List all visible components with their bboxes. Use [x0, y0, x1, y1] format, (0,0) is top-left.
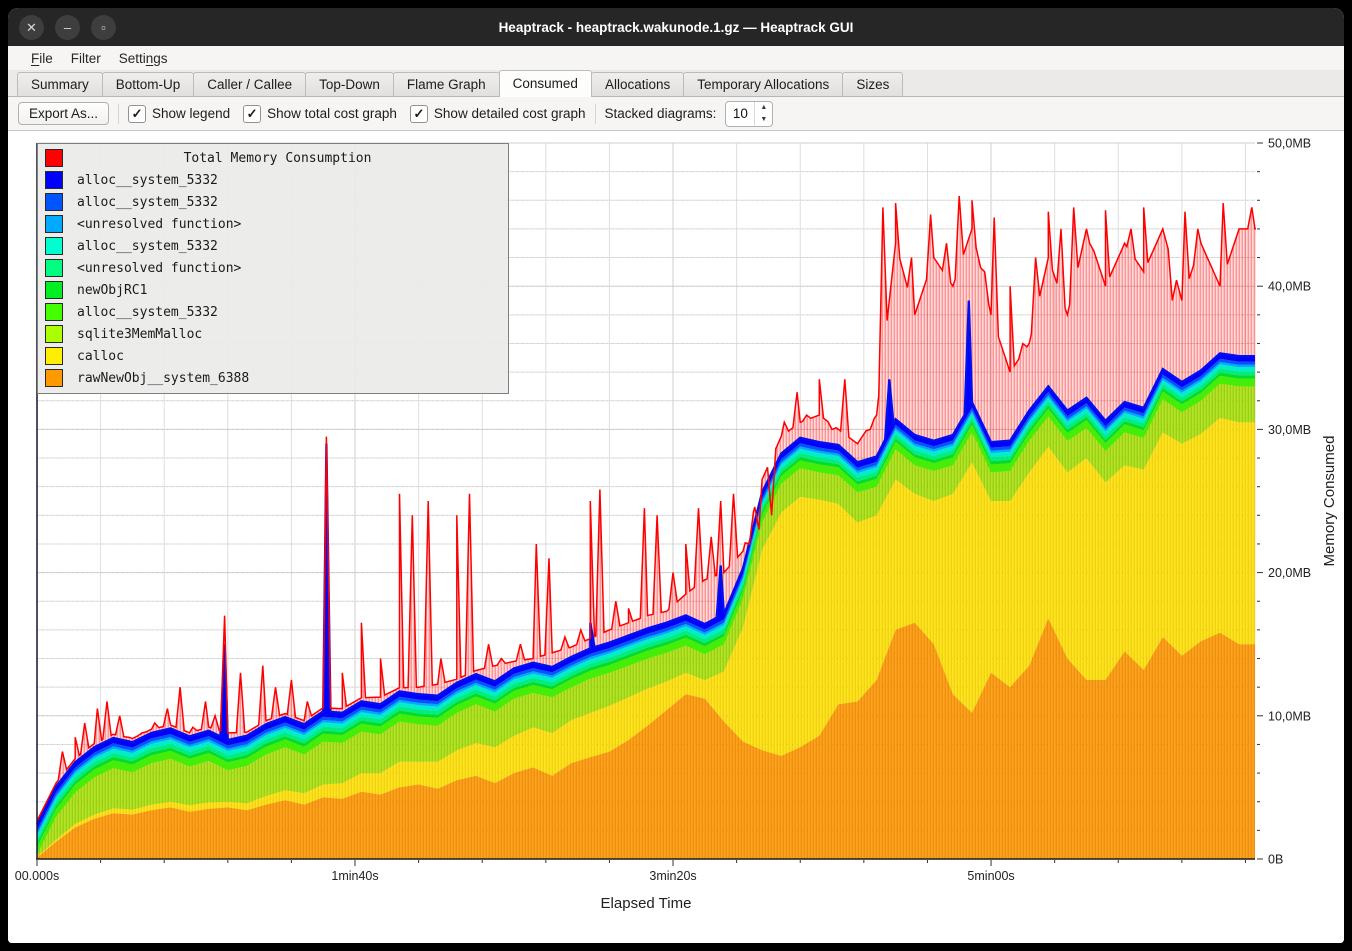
legend-item: rawNewObj__system_6388	[38, 367, 508, 389]
stacked-diagrams-spinbox[interactable]: 10 ▲ ▼	[725, 100, 774, 127]
legend-swatch	[45, 369, 63, 387]
checkmark-icon[interactable]: ✓	[409, 104, 428, 123]
stack-area-calloc	[37, 417, 1255, 858]
x-tick-label: 5min00s	[967, 869, 1014, 883]
chart-legend: Total Memory Consumption alloc__system_53…	[37, 143, 509, 394]
tab-bottom-up[interactable]: Bottom-Up	[101, 72, 195, 96]
legend-label: <unresolved function>	[77, 216, 242, 232]
tab-consumed[interactable]: Consumed	[498, 70, 592, 97]
checkbox-show-detailed-cost-graph[interactable]: ✓ Show detailed cost graph	[409, 104, 586, 123]
y-tick-label: 50,0MB	[1268, 137, 1311, 151]
legend-swatch	[45, 259, 63, 277]
checkbox-label: Show detailed cost graph	[433, 106, 586, 121]
tab-sizes[interactable]: Sizes	[842, 72, 904, 96]
titlebar[interactable]: ✕ – ▫ Heaptrack - heaptrack.wakunode.1.gz …	[8, 8, 1344, 46]
window-title: Heaptrack - heaptrack.wakunode.1.gz — He…	[498, 19, 854, 35]
stacked-diagrams-value[interactable]: 10	[732, 106, 748, 121]
tab-summary[interactable]: Summary	[17, 72, 103, 96]
legend-label: <unresolved function>	[77, 260, 242, 276]
checkbox-label: Show legend	[152, 106, 231, 121]
tab-caller-callee[interactable]: Caller / Callee	[193, 72, 307, 96]
y-tick-label: 10,0MB	[1268, 709, 1311, 723]
spin-down-icon[interactable]: ▼	[760, 116, 768, 123]
legend-swatch	[45, 325, 63, 343]
legend-item: newObjRC1	[38, 279, 508, 301]
x-tick-label: 1min40s	[331, 869, 378, 883]
memory-consumption-chart[interactable]: 00.000s 1min40s 3min20s 5min00s 0B 10,0MB 20,0…	[8, 131, 1344, 943]
legend-item: alloc__system_5332	[38, 169, 508, 191]
spin-up-icon[interactable]: ▲	[760, 104, 768, 111]
toolbar-separator	[594, 103, 596, 124]
legend-label: rawNewObj__system_6388	[77, 370, 250, 386]
stacked-diagrams-label: Stacked diagrams:	[604, 106, 717, 121]
legend-item: alloc__system_5332	[38, 235, 508, 257]
legend-swatch	[45, 215, 63, 233]
tabbar: Summary Bottom-Up Caller / Callee Top-Down F…	[8, 70, 1344, 97]
toolbar-separator	[118, 103, 120, 124]
legend-swatch	[45, 347, 63, 365]
y-tick-label: 30,0MB	[1268, 423, 1311, 437]
legend-label: sqlite3MemMalloc	[77, 326, 203, 342]
menubar: File Filter Settings	[8, 46, 1344, 70]
legend-label: newObjRC1	[77, 282, 148, 298]
legend-swatch	[45, 281, 63, 299]
toolbar: Export As... ✓ Show legend ✓ Show total cos…	[8, 97, 1344, 130]
export-as-button[interactable]: Export As...	[18, 102, 110, 125]
legend-item: <unresolved function>	[38, 213, 508, 235]
y-tick-label: 20,0MB	[1268, 566, 1311, 580]
y-tick-label: 0B	[1268, 853, 1283, 867]
minimize-button[interactable]: –	[55, 14, 80, 40]
legend-title-row: Total Memory Consumption	[38, 147, 508, 169]
x-tick-label: 00.000s	[15, 869, 59, 883]
legend-label: alloc__system_5332	[77, 194, 218, 210]
legend-item: alloc__system_5332	[38, 191, 508, 213]
legend-swatch	[45, 303, 63, 321]
legend-item: <unresolved function>	[38, 257, 508, 279]
tab-temporary-allocations[interactable]: Temporary Allocations	[683, 72, 844, 96]
legend-swatch	[45, 149, 63, 167]
legend-item: sqlite3MemMalloc	[38, 323, 508, 345]
menu-file[interactable]: File	[31, 50, 53, 66]
legend-label: alloc__system_5332	[77, 238, 218, 254]
checkbox-label: Show total cost graph	[267, 106, 397, 121]
window-controls: ✕ – ▫	[19, 14, 116, 40]
legend-label: calloc	[77, 348, 124, 364]
app-window: ✕ – ▫ Heaptrack - heaptrack.wakunode.1.gz …	[8, 8, 1344, 943]
legend-swatch	[45, 193, 63, 211]
x-axis-title: Elapsed Time	[601, 895, 692, 912]
menu-settings[interactable]: Settings	[118, 50, 168, 66]
chart-panel: 00.000s 1min40s 3min20s 5min00s 0B 10,0MB 20,0…	[8, 130, 1344, 943]
checkmark-icon[interactable]: ✓	[128, 104, 147, 123]
total-memory-line	[36, 195, 1256, 822]
legend-item: alloc__system_5332	[38, 301, 508, 323]
legend-swatch	[45, 171, 63, 189]
y-axis-title: Memory Consumed	[1321, 436, 1338, 567]
maximize-button[interactable]: ▫	[91, 14, 116, 40]
stack-area-rawNewObj-system-6388	[37, 618, 1255, 859]
legend-swatch	[45, 237, 63, 255]
legend-label: alloc__system_5332	[77, 172, 218, 188]
stack-top-line	[35, 300, 1255, 826]
x-tick-label: 3min20s	[649, 869, 696, 883]
tab-allocations[interactable]: Allocations	[590, 72, 685, 96]
menu-filter[interactable]: Filter	[70, 50, 101, 66]
tab-flame-graph[interactable]: Flame Graph	[392, 72, 500, 96]
legend-label: alloc__system_5332	[77, 304, 218, 320]
tab-top-down[interactable]: Top-Down	[305, 72, 394, 96]
legend-label: Total Memory Consumption	[183, 150, 372, 166]
checkbox-show-total-cost-graph[interactable]: ✓ Show total cost graph	[243, 104, 397, 123]
checkbox-show-legend[interactable]: ✓ Show legend	[128, 104, 231, 123]
close-button[interactable]: ✕	[19, 14, 44, 40]
y-tick-label: 40,0MB	[1268, 280, 1311, 294]
checkmark-icon[interactable]: ✓	[243, 104, 262, 123]
legend-item: calloc	[38, 345, 508, 367]
